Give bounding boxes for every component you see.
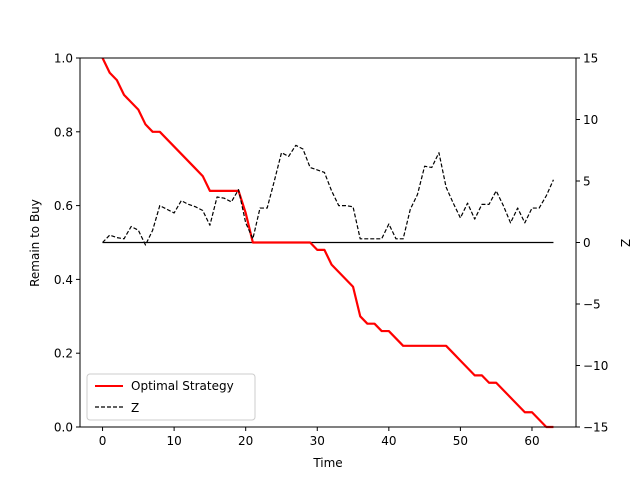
y-left-tick-label: 0.6 [54, 199, 73, 213]
tick-layer: 0 10 20 30 40 50 60 0.0 0.2 0.4 0.6 0.8 1.0 −15 −10 −5 0… [54, 52, 608, 449]
y-left-tick-label: 0.4 [54, 273, 73, 287]
x-tick-label: 0 [99, 434, 107, 448]
y-left-tick-label: 0.0 [54, 421, 73, 435]
y-right-tick-label: 15 [583, 52, 598, 66]
y-left-tick-label: 0.2 [54, 347, 73, 361]
x-tick-label: 30 [310, 434, 325, 448]
y-right-tick-label: 0 [583, 236, 591, 250]
y-right-tick-label: 10 [583, 113, 598, 127]
x-tick-label: 10 [166, 434, 181, 448]
y-axis-right-title: Z [618, 239, 632, 247]
series-layer [101, 57, 554, 429]
series-line-optimal-strategy [101, 57, 554, 429]
legend: Optimal Strategy Z [86, 373, 256, 421]
legend-box [86, 373, 256, 421]
y-right-tick-label: −10 [583, 359, 608, 373]
x-axis-title: Time [312, 456, 342, 470]
legend-label-z: Z [131, 401, 139, 415]
y-right-tick-label: −5 [583, 298, 601, 312]
y-axis-left-title: Remain to Buy [28, 199, 42, 287]
x-tick-label: 20 [238, 434, 253, 448]
x-tick-label: 50 [453, 434, 468, 448]
y-left-tick-label: 0.8 [54, 125, 73, 139]
y-left-tick-label: 1.0 [54, 52, 73, 66]
x-tick-label: 60 [524, 434, 539, 448]
y-right-tick-label: −15 [583, 421, 608, 435]
series-line-z [102, 144, 554, 246]
x-tick-label: 40 [381, 434, 396, 448]
y-right-tick-label: 5 [583, 175, 591, 189]
legend-label-optimal-strategy: Optimal Strategy [131, 379, 234, 393]
